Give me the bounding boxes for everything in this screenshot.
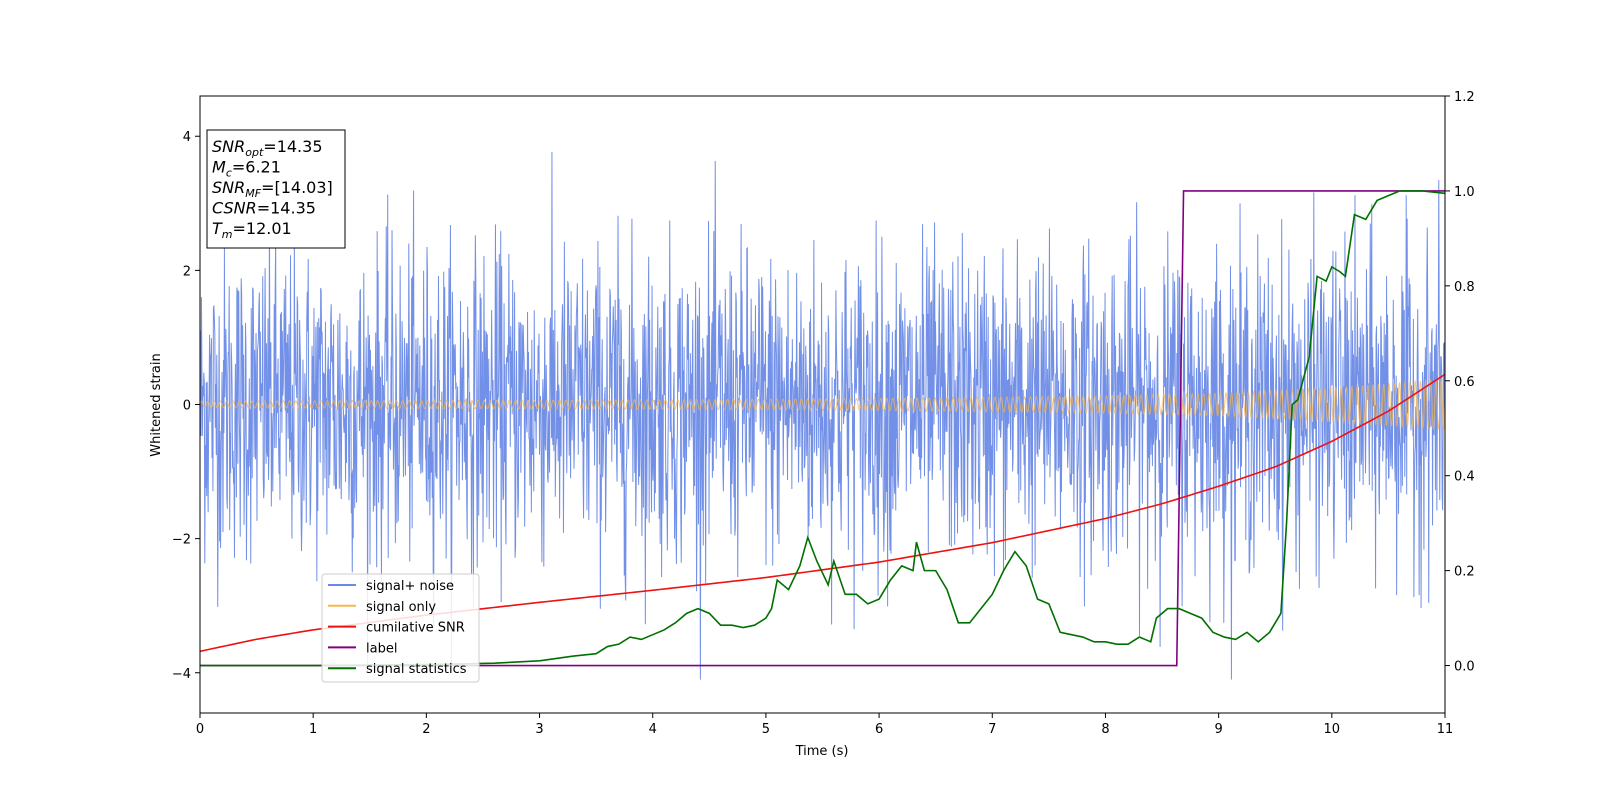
series-signal-only-line xyxy=(200,378,1445,431)
legend-label: cumilative SNR xyxy=(366,621,465,636)
x-tick-label: 3 xyxy=(535,722,543,737)
y-right-tick-label: 0.0 xyxy=(1454,660,1475,675)
legend-label: signal statistics xyxy=(366,662,467,677)
annotation-frame xyxy=(206,129,346,249)
annotation-mc: Mc=6.21 xyxy=(212,158,281,180)
legend-label: label xyxy=(366,641,397,656)
y-right-tick-label: 0.6 xyxy=(1454,375,1475,390)
x-tick-label: 10 xyxy=(1324,722,1341,737)
y-left-tick-label: 0 xyxy=(183,399,191,414)
x-tick-label: 9 xyxy=(1214,722,1222,737)
y-right-tick-label: 0.8 xyxy=(1454,280,1475,295)
series-label-line xyxy=(200,190,1445,667)
legend-label: signal only xyxy=(366,600,436,615)
x-axis: 0 1 2 3 4 5 6 7 8 9 10 11 xyxy=(196,713,1453,737)
y-left-tick-label: 4 xyxy=(183,130,191,145)
series-signal-noise-line xyxy=(200,151,1445,680)
x-tick-label: 2 xyxy=(422,722,430,737)
annotation-tm: Tm=12.01 xyxy=(212,219,292,241)
x-axis-title: Time (s) xyxy=(795,744,849,759)
x-tick-label: 0 xyxy=(196,722,204,737)
annotation-csnr: CSNR=14.35 xyxy=(212,199,316,218)
x-tick-label: 5 xyxy=(762,722,770,737)
legend-label: signal+ noise xyxy=(366,579,454,594)
y-right-tick-label: 0.2 xyxy=(1454,565,1475,580)
y-axis-left: −4 −2 0 2 4 xyxy=(172,130,200,682)
annotation-snr-mf: SNRMF=[14.03] xyxy=(212,178,333,200)
legend-frame xyxy=(321,573,480,683)
annotation-snr-opt: SNRopt=14.35 xyxy=(212,137,323,159)
x-tick-label: 1 xyxy=(309,722,317,737)
x-tick-label: 6 xyxy=(875,722,883,737)
y-right-tick-label: 1.0 xyxy=(1454,185,1475,200)
y-right-tick-label: 0.4 xyxy=(1454,470,1475,485)
y-axis-right: 0.0 0.2 0.4 0.6 0.8 1.0 1.2 xyxy=(1445,90,1475,675)
x-tick-label: 8 xyxy=(1101,722,1109,737)
series-signal-statistics-line xyxy=(200,190,1445,667)
x-tick-label: 11 xyxy=(1437,722,1454,737)
y-axis-title: Whitened strain xyxy=(149,353,164,456)
y-right-tick-label: 1.2 xyxy=(1454,90,1475,105)
x-tick-label: 7 xyxy=(988,722,996,737)
y-left-tick-label: −2 xyxy=(172,533,191,548)
annotation-box: SNRopt=14.35Mc=6.21SNRMF=[14.03]CSNR=14.… xyxy=(206,129,346,249)
legend: signal+ noise signal only cumilative SNR la… xyxy=(321,573,480,683)
x-tick-label: 4 xyxy=(649,722,657,737)
y-left-tick-label: 2 xyxy=(183,264,191,279)
y-left-tick-label: −4 xyxy=(172,667,191,682)
